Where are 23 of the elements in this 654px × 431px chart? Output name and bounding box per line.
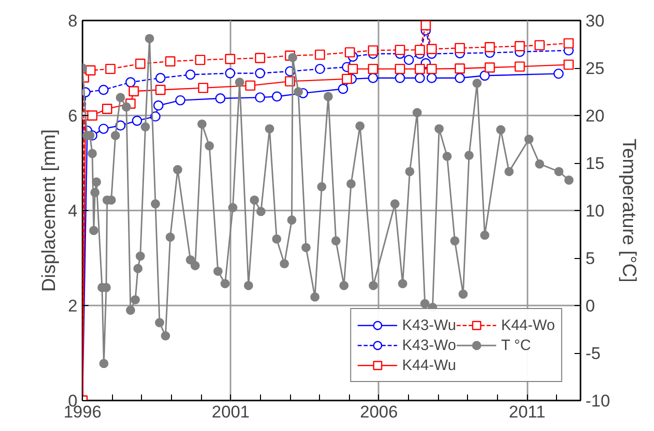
y2-tick-label: 15 — [586, 154, 604, 173]
y-axis-title: Displacement [mm] — [39, 129, 60, 292]
legend-label: K44-Wu — [402, 356, 456, 374]
y-tick-label: 2 — [68, 296, 78, 316]
legend-label: K43-Wo — [402, 336, 456, 354]
y-tick-label: 8 — [68, 12, 78, 30]
y-tick-label: 4 — [68, 202, 78, 220]
legend-label: T °C — [501, 336, 531, 354]
y2-tick-label: 25 — [586, 59, 604, 78]
y2-tick-label: 5 — [586, 249, 595, 268]
y-tick-label: 6 — [68, 106, 78, 126]
y2-tick-label: 20 — [586, 106, 604, 126]
y2-tick-label: 10 — [586, 202, 604, 220]
x-tick-label: 2001 — [212, 402, 250, 422]
x-tick-label: 2011 — [508, 402, 546, 422]
y2-axis-title: Temperature [°C] — [618, 138, 640, 282]
y2-tick-label: 0 — [586, 296, 595, 316]
y2-tick-label: 30 — [586, 12, 604, 30]
legend-label: K43-Wu — [402, 316, 456, 334]
x-tick-label: 2006 — [360, 402, 398, 422]
y2-tick-label: -10 — [586, 392, 610, 410]
legend-label: K44-Wo — [501, 316, 555, 334]
y2-tick-label: -5 — [586, 344, 601, 363]
